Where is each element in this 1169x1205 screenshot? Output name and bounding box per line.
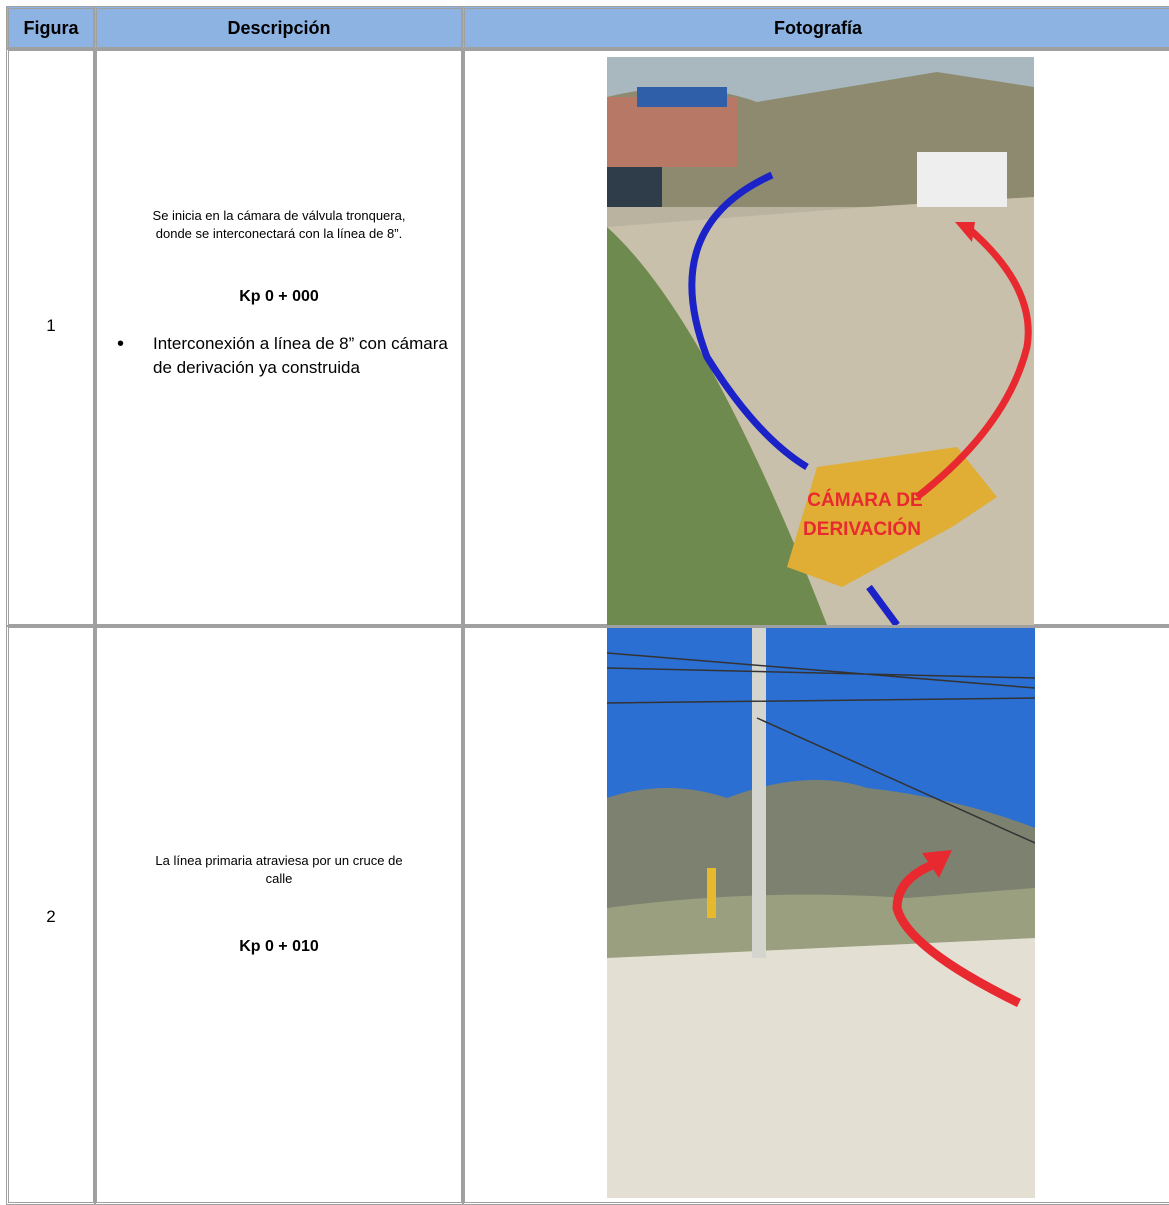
cell (94, 625, 464, 1205)
photo: CÁMARA DE DERIVACIÓN (607, 57, 1034, 625)
figure-number: 2 (46, 907, 56, 926)
text-line: calle (265, 871, 293, 886)
photo (607, 628, 1035, 1198)
text-line: Se inicia en la cámara de válvula tronqu… (152, 208, 406, 223)
description: Se inicia en la cámara de válvula tronqu… (96, 207, 462, 243)
text-line: La línea primaria atraviesa por un cruce… (155, 853, 403, 868)
description: La línea primaria atraviesa por un cruce… (96, 852, 462, 888)
kp: Kp 0 + 010 (239, 938, 319, 955)
text-line: donde se interconectará con la línea de … (155, 226, 403, 241)
header-cell: Figura (6, 6, 96, 50)
photo-label: DERIVACIÓN (803, 518, 921, 540)
photo-label: CÁMARA DE (807, 489, 922, 511)
kp: Kp 0 + 000 (239, 288, 319, 305)
figure-number: 1 (46, 316, 56, 335)
bullet-text: Interconexión a línea de 8” con cámara d… (153, 334, 448, 377)
header-cell: Fotografía (462, 6, 1169, 50)
header-cell: Descripción (94, 6, 464, 50)
bullet-dot: • (117, 333, 125, 355)
cell (6, 48, 96, 627)
